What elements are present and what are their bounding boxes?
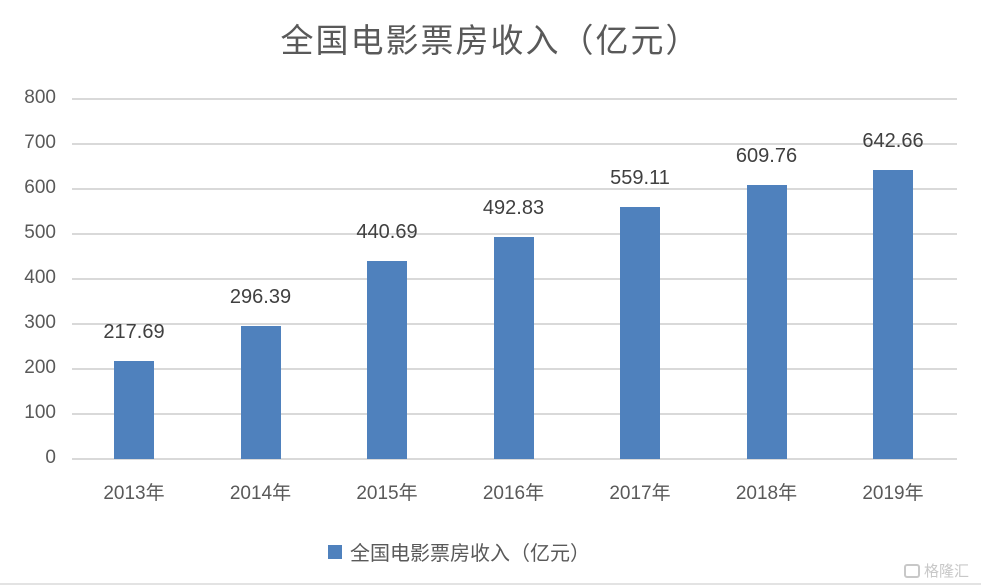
y-tick-label: 700 [24, 132, 56, 153]
y-tick-label: 600 [24, 177, 56, 198]
y-tick-label: 400 [24, 267, 56, 288]
watermark: 格隆汇 [903, 560, 969, 581]
legend-swatch [328, 544, 342, 559]
data-label: 440.69 [356, 220, 418, 243]
x-tick-label: 2013年 [103, 483, 165, 504]
bar [240, 325, 281, 459]
y-tick-label: 0 [45, 447, 56, 468]
y-tick-label: 200 [24, 357, 56, 378]
x-tick-label: 2014年 [229, 483, 292, 504]
data-label: 492.83 [482, 197, 545, 220]
gridline [72, 143, 957, 145]
bar [746, 184, 787, 459]
data-label: 217.69 [103, 321, 165, 344]
data-label: 609.76 [735, 144, 798, 167]
bar [873, 169, 913, 459]
y-tick-label: 100 [24, 402, 56, 423]
legend: 全国电影票房收入（亿元） [328, 537, 590, 566]
y-tick-label: 800 [24, 87, 56, 108]
bar [620, 207, 660, 459]
x-tick-label: 2016年 [482, 483, 545, 504]
bar [493, 237, 534, 459]
watermark-logo-icon [903, 563, 920, 578]
bar [114, 361, 154, 459]
legend-label: 全国电影票房收入（亿元） [350, 541, 590, 565]
bar [367, 260, 407, 459]
gridline [72, 188, 957, 190]
data-label: 559.11 [610, 167, 670, 190]
data-label: 642.66 [862, 129, 924, 152]
chart-title: 全国电影票房收入（亿元） [280, 21, 701, 60]
watermark-text: 格隆汇 [923, 562, 969, 580]
x-tick-label: 2015年 [356, 483, 418, 504]
gridline [72, 458, 957, 460]
y-tick-label: 300 [24, 312, 56, 333]
x-tick-label: 2017年 [609, 483, 671, 504]
bottom-divider [0, 583, 981, 585]
gridline [72, 98, 957, 100]
data-label: 296.39 [229, 285, 292, 308]
x-tick-label: 2019年 [862, 483, 924, 504]
y-tick-label: 500 [24, 222, 56, 243]
gridline [72, 233, 957, 235]
x-tick-label: 2018年 [735, 483, 798, 504]
